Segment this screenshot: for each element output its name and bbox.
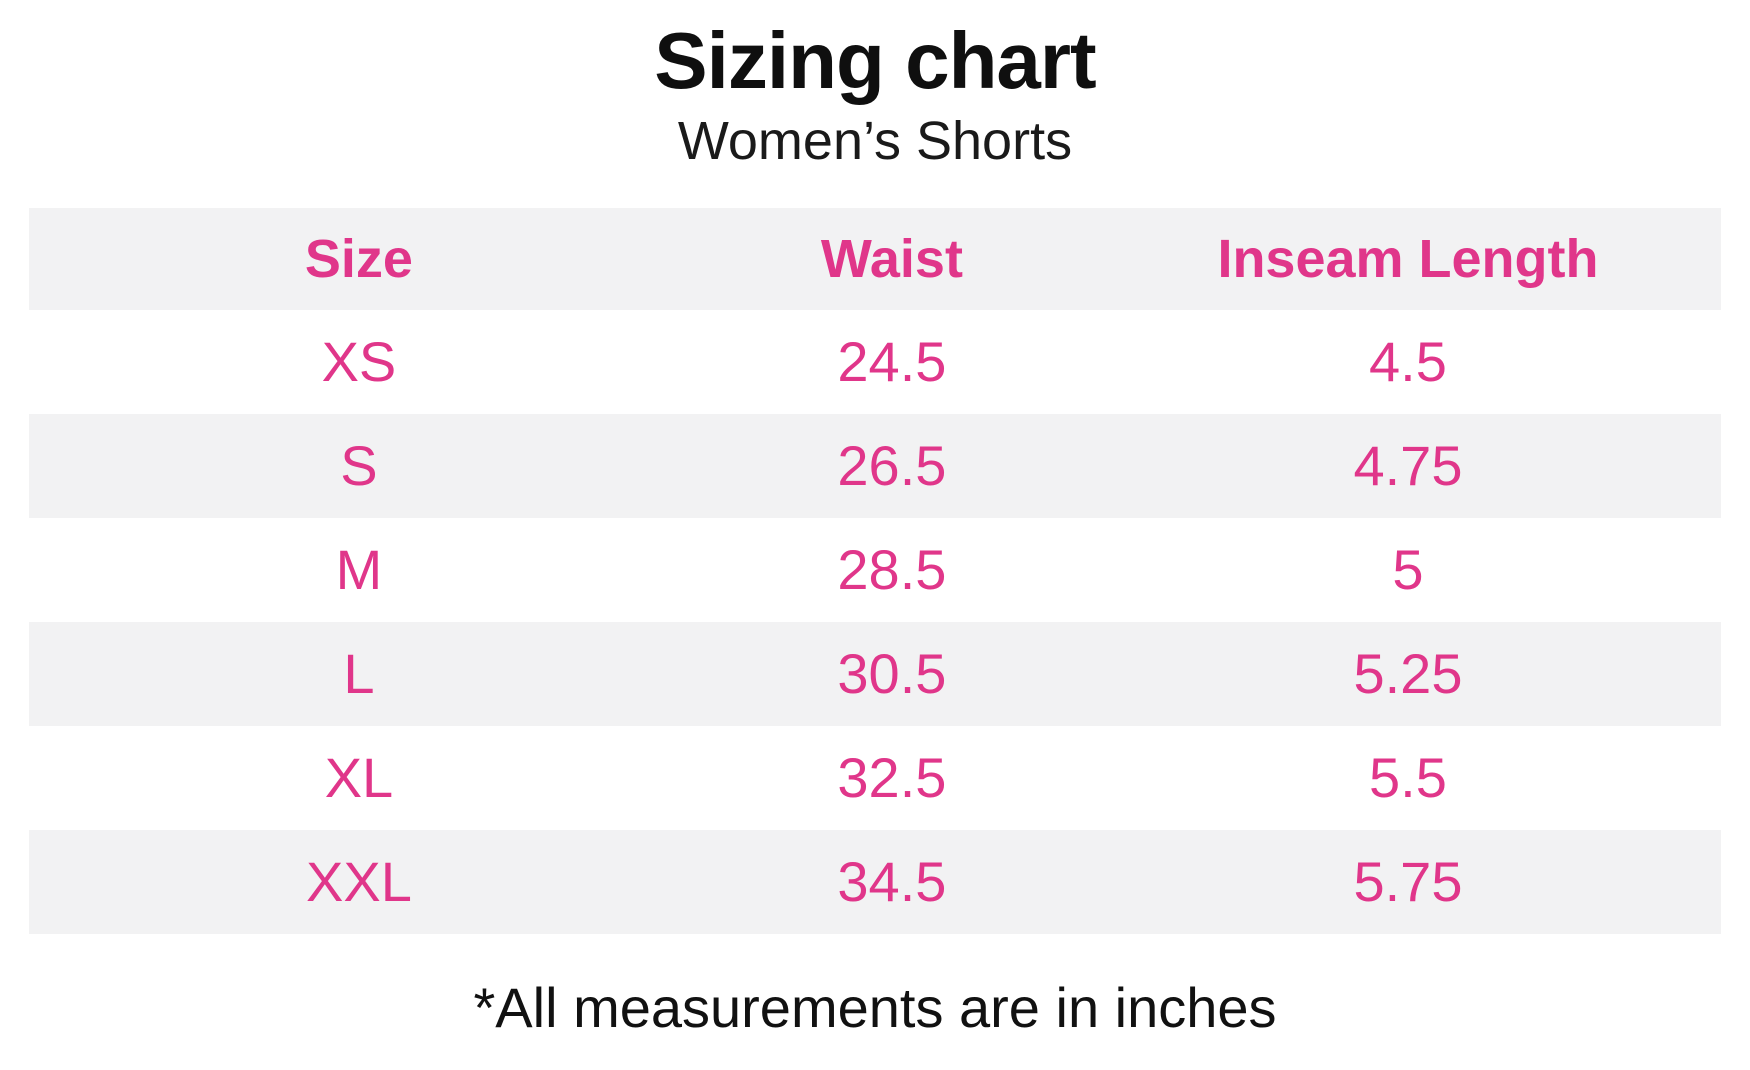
column-header-size: Size (304, 229, 413, 289)
inseam-value: 5.25 (1353, 642, 1463, 705)
table-row-m: M 28.5 5 (29, 518, 1721, 622)
size-value: XS (321, 330, 397, 393)
inseam-value: 4.75 (1353, 434, 1463, 497)
waist-value: 26.5 (837, 434, 947, 497)
size-value: XL (324, 746, 394, 809)
waist-value: 34.5 (837, 850, 947, 913)
size-value: S (340, 434, 378, 497)
sizing-table: Size Waist Inseam Length XS 24.5 4.5 S 2… (29, 208, 1721, 934)
size-value: L (343, 642, 375, 705)
waist-value: 32.5 (837, 746, 947, 809)
page-title: Sizing chart (654, 16, 1096, 105)
inseam-value: 5.75 (1353, 850, 1463, 913)
column-header-inseam-length: Inseam Length (1217, 229, 1599, 289)
table-row-xs: XS 24.5 4.5 (29, 310, 1721, 414)
measurements-footnote: *All measurements are in inches (473, 976, 1277, 1039)
column-header-waist: Waist (820, 229, 963, 289)
waist-value: 30.5 (837, 642, 947, 705)
sizing-chart-page: Sizing chart Women’s Shorts Size Waist I… (0, 14, 1750, 1070)
page-subtitle: Women’s Shorts (677, 111, 1073, 171)
inseam-value: 5 (1392, 538, 1424, 601)
table-row-xxl: XXL 34.5 5.75 (29, 830, 1721, 934)
inseam-value: 4.5 (1369, 330, 1447, 393)
size-value: XXL (306, 850, 412, 913)
waist-value: 24.5 (837, 330, 947, 393)
waist-value: 28.5 (837, 538, 947, 601)
size-value: M (335, 538, 383, 601)
table-row-l: L 30.5 5.25 (29, 622, 1721, 726)
table-row-xl: XL 32.5 5.5 (29, 726, 1721, 830)
inseam-value: 5.5 (1369, 746, 1447, 809)
table-header-row: Size Waist Inseam Length (29, 208, 1721, 310)
table-row-s: S 26.5 4.75 (29, 414, 1721, 518)
